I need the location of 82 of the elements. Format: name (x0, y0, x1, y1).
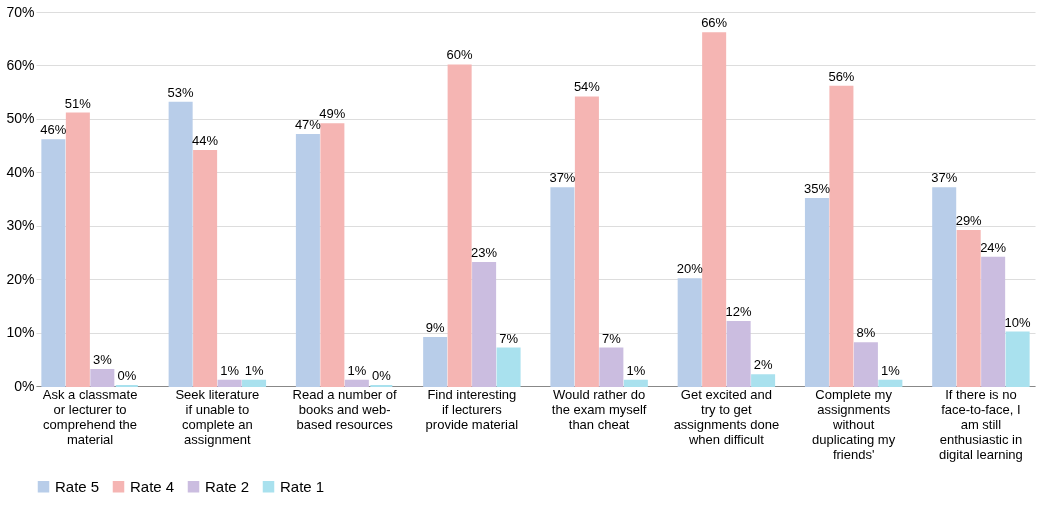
bar (90, 368, 115, 387)
y-tick-label: 30% (6, 217, 35, 234)
bar (65, 112, 90, 387)
bar (623, 379, 648, 387)
data-label: 51% (64, 95, 92, 111)
bar (599, 347, 624, 387)
bar (447, 64, 472, 387)
legend-label: Rate 1 (280, 477, 325, 495)
bar (242, 379, 267, 387)
data-label: 56% (828, 68, 855, 84)
data-label: 66% (701, 15, 728, 31)
data-label: 35% (803, 181, 831, 196)
bar (804, 198, 829, 387)
bar (344, 379, 369, 387)
bar (574, 96, 599, 387)
x-tick-label: Read a number of books and web-based resources (292, 386, 398, 432)
data-label: 60% (446, 47, 474, 63)
data-label: 37% (931, 170, 958, 186)
bar (550, 187, 575, 387)
legend-label: Rate 4 (130, 477, 175, 495)
y-tick-label: 70% (6, 3, 35, 20)
data-label: 29% (955, 213, 983, 229)
data-label: 53% (167, 84, 195, 100)
y-tick-label: 0% (14, 377, 35, 394)
y-tick-label: 20% (6, 270, 35, 287)
data-label: 1% (626, 362, 646, 378)
data-label: 1% (244, 362, 264, 378)
legend-label: Rate 2 (205, 477, 250, 495)
data-label: 24% (980, 239, 1007, 255)
y-tick-label: 40% (6, 163, 35, 180)
bar (932, 187, 957, 387)
data-label: 10% (1004, 314, 1032, 330)
bar (217, 379, 242, 387)
bar (677, 278, 702, 387)
data-label: 23% (471, 245, 498, 261)
bar (878, 379, 903, 387)
bar (853, 342, 878, 387)
data-label: 20% (676, 261, 704, 277)
x-tick-label: If there is no face-to-face, I am still enthusiastic in digital learning (938, 386, 1023, 462)
bar (726, 320, 751, 387)
data-label: 8% (856, 325, 876, 341)
x-tick-label: Ask a classmate or lecturer to comprehend the material (42, 386, 138, 447)
data-label: 3% (92, 351, 113, 367)
y-tick-label: 10% (6, 324, 35, 341)
data-label: 7% (499, 330, 519, 346)
bar (295, 133, 320, 387)
x-tick-label: Would rather do the exam myself than cheat (551, 386, 647, 432)
bar (41, 139, 66, 387)
data-label: 9% (425, 319, 445, 335)
x-tick-label: Complete my assignments without duplicating my friends' (812, 386, 896, 462)
bar (751, 374, 776, 387)
data-label: 7% (601, 330, 622, 346)
bar (320, 123, 345, 387)
data-label: 46% (40, 122, 67, 138)
data-label: 12% (725, 303, 753, 319)
data-label: 0% (117, 368, 137, 383)
bar (1005, 331, 1030, 387)
data-label: 49% (319, 106, 346, 122)
legend-label: Rate 5 (55, 477, 100, 495)
bar (193, 149, 218, 387)
bar (702, 32, 727, 387)
data-label: 44% (192, 132, 219, 148)
x-tick-label: Find interesting if lecturers provide material (425, 386, 519, 432)
bar (472, 262, 497, 387)
bar (829, 85, 854, 387)
x-tick-label: Seek literature if unable to complete an assignment (175, 386, 260, 447)
data-label: 0% (371, 368, 392, 383)
data-label: 1% (880, 362, 901, 378)
bar (168, 101, 193, 387)
data-label: 1% (347, 362, 367, 378)
y-tick-label: 60% (6, 56, 35, 73)
data-label: 1% (220, 362, 240, 378)
y-tick-label: 50% (6, 110, 35, 127)
data-label: 2% (753, 357, 773, 373)
data-label: 47% (294, 116, 322, 132)
bar (956, 230, 981, 387)
data-label: 54% (573, 79, 601, 95)
bar (981, 256, 1006, 387)
data-label: 37% (549, 170, 576, 186)
bar (496, 347, 521, 387)
x-tick-label: Get excited and try to get assignments done when difficult (673, 386, 780, 447)
bar (423, 336, 448, 387)
